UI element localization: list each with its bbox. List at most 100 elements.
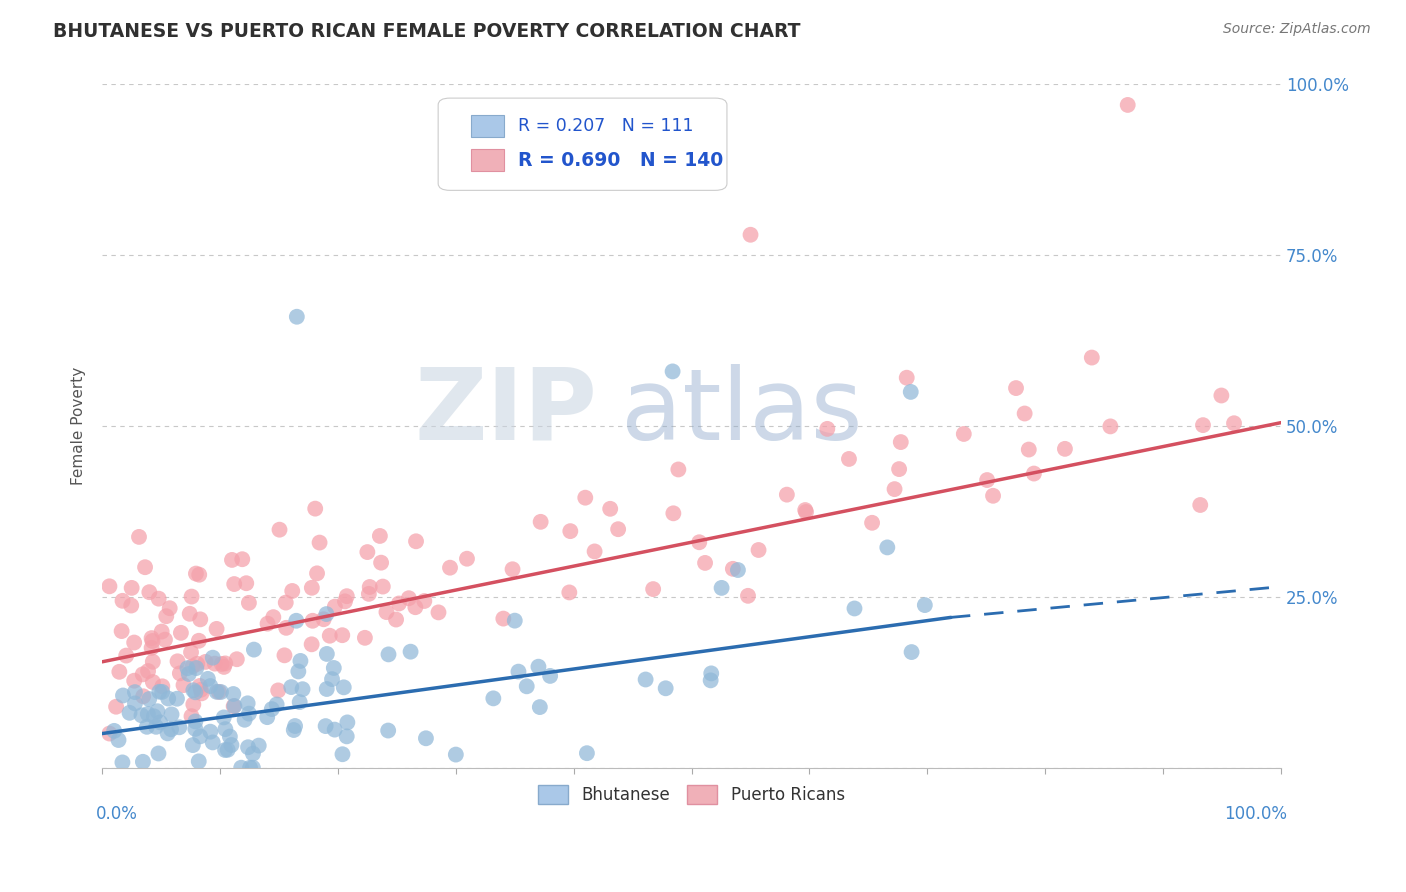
Point (238, 706, 260, 721)
Point (111, 756, 134, 770)
Point (315, 681, 337, 696)
Point (284, 719, 307, 733)
Point (280, 680, 302, 694)
Point (225, 652, 247, 666)
Point (444, 747, 467, 762)
Point (141, 634, 163, 648)
Point (290, 654, 312, 668)
Point (184, 566, 207, 581)
Point (439, 560, 461, 574)
Point (183, 698, 205, 712)
Point (900, 645, 922, 659)
Point (180, 709, 202, 723)
Point (142, 655, 165, 669)
Point (976, 473, 998, 487)
Point (238, 596, 260, 610)
Point (291, 682, 314, 697)
Point (654, 681, 676, 696)
Point (201, 735, 224, 749)
Point (876, 541, 898, 555)
Point (315, 607, 337, 621)
Point (205, 685, 228, 699)
Point (336, 730, 359, 744)
Point (315, 719, 337, 733)
Point (304, 501, 326, 516)
Point (281, 584, 304, 599)
Point (148, 591, 170, 606)
Text: atlas: atlas (621, 364, 862, 461)
Point (740, 227, 762, 242)
Point (233, 713, 256, 727)
Point (180, 645, 202, 659)
Point (118, 706, 141, 720)
Point (169, 666, 191, 681)
Point (173, 678, 195, 692)
Point (375, 605, 398, 619)
Point (666, 462, 689, 476)
Point (156, 726, 179, 740)
Point (200, 724, 222, 739)
Point (108, 665, 131, 679)
Point (177, 667, 200, 681)
Point (124, 685, 146, 699)
Point (105, 699, 128, 714)
Point (224, 577, 246, 591)
Point (212, 710, 235, 724)
Point (315, 647, 337, 661)
Point (231, 552, 253, 566)
Point (301, 581, 323, 595)
Point (160, 707, 183, 722)
Point (187, 755, 209, 769)
Point (356, 545, 378, 559)
Point (222, 687, 245, 701)
Point (188, 730, 211, 744)
Point (221, 738, 243, 752)
Point (502, 562, 524, 576)
Point (634, 673, 657, 687)
Point (217, 743, 239, 757)
Point (256, 616, 278, 631)
Point (200, 679, 222, 693)
Point (599, 501, 621, 516)
Point (150, 624, 173, 639)
Point (149, 715, 172, 730)
Point (242, 747, 264, 761)
Point (1014, 407, 1036, 421)
Point (558, 585, 581, 599)
Point (159, 601, 181, 615)
Point (239, 761, 262, 775)
Point (693, 556, 716, 570)
Point (385, 613, 408, 627)
Point (121, 581, 143, 595)
Point (176, 661, 198, 675)
Point (184, 722, 207, 736)
Point (150, 679, 173, 693)
Point (212, 660, 235, 674)
Point (727, 563, 749, 577)
Point (188, 679, 211, 693)
Point (124, 697, 146, 711)
Point (150, 685, 173, 699)
Point (883, 482, 905, 496)
Point (357, 587, 380, 601)
Point (148, 685, 170, 699)
Point (181, 659, 204, 673)
Point (700, 666, 723, 681)
Point (224, 698, 246, 713)
Point (142, 675, 165, 690)
Point (794, 505, 817, 519)
Point (301, 614, 323, 628)
Point (128, 530, 150, 544)
Point (1211, 388, 1233, 402)
Point (607, 522, 630, 536)
Point (896, 370, 918, 384)
Point (322, 661, 344, 675)
Point (662, 506, 685, 520)
Point (288, 695, 311, 709)
Point (166, 654, 188, 668)
Point (1053, 442, 1076, 456)
Point (138, 585, 160, 599)
Point (388, 597, 411, 611)
Point (776, 488, 799, 502)
Point (188, 567, 211, 582)
